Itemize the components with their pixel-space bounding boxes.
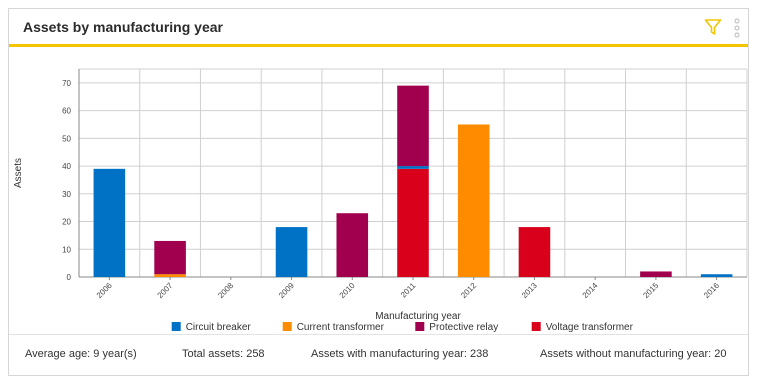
bar-protective-relay-2007 [154,240,186,275]
legend-label-current-transformer: Current transformer [297,322,385,333]
x-tick-label: 2011 [399,281,418,300]
x-tick-label: 2008 [216,281,235,300]
legend-label-voltage-transformer: Voltage transformer [546,322,634,333]
y-tick-label: 10 [62,245,71,254]
x-tick-label: 2007 [156,281,175,300]
legend-swatch-voltage-transformer [531,322,541,331]
x-tick-label: 2009 [277,281,296,300]
bar-protective-relay-2010 [336,213,369,277]
y-tick-label: 60 [62,107,71,116]
bar-circuit-breaker-2009 [275,227,308,277]
legend-label-protective-relay: Protective relay [429,322,498,333]
x-tick-label: 2010 [338,281,357,300]
assets-by-year-card: Assets by manufacturing year 0 10 20 30 40 50… [8,8,749,376]
y-tick-label: 30 [62,190,71,199]
more-vertical-icon[interactable] [733,18,741,38]
bar-current-transformer-2007 [154,274,186,277]
y-tick-label: 50 [62,134,71,143]
y-tick-label: 0 [67,273,72,282]
card-header: Assets by manufacturing year [9,9,748,47]
card-title: Assets by manufacturing year [23,19,223,35]
x-axis-label: Manufacturing year [375,311,461,322]
x-tick-label: 2014 [581,281,600,300]
assets-with-year: Assets with manufacturing year: 238 [311,348,489,360]
bar-voltage-transformer-2013 [518,227,551,277]
bar-current-transformer-2012 [457,124,490,277]
filter-icon[interactable] [704,18,722,36]
y-tick-label: 40 [62,162,71,171]
summary-footer: Average age: 9 year(s) Total assets: 258… [9,334,748,375]
x-tick-label: 2006 [95,281,114,300]
y-axis-label: Assets [13,158,24,188]
legend-label-circuit-breaker: Circuit breaker [186,322,252,333]
x-tick-label: 2016 [702,281,721,300]
x-tick-label: 2015 [641,281,660,300]
total-assets: Total assets: 258 [182,348,265,360]
bar-circuit-breaker-2006 [93,168,126,277]
assets-bar-chart: 0 10 20 30 40 50 60 70 2006 2007 2008 2009 2010 2011 2… [13,68,748,333]
bar-circuit-breaker-2016 [700,274,733,277]
bar-voltage-transformer-2011 [397,168,429,277]
y-tick-label: 70 [62,79,71,88]
legend-swatch-current-transformer [282,322,292,331]
y-tick-label: 20 [62,218,71,227]
x-tick-label: 2013 [520,281,539,300]
legend-swatch-protective-relay [415,322,425,331]
bar-circuit-breaker-2011 [397,166,429,169]
average-age: Average age: 9 year(s) [25,348,137,360]
assets-without-year: Assets without manufacturing year: 20 [540,348,727,360]
bar-protective-relay-2015 [640,271,672,277]
legend-swatch-circuit-breaker [171,322,181,331]
bar-protective-relay-2011 [397,85,429,167]
x-tick-label: 2012 [459,281,478,300]
